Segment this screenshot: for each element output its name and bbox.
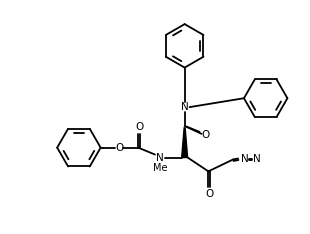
Text: O: O (115, 143, 124, 153)
Text: N: N (181, 102, 188, 112)
Polygon shape (182, 128, 188, 157)
Text: N: N (241, 154, 249, 164)
Text: N: N (253, 154, 261, 164)
Text: O: O (205, 189, 214, 199)
Text: Me: Me (153, 163, 167, 173)
Text: O: O (135, 122, 143, 132)
Text: O: O (201, 130, 210, 140)
Text: N: N (156, 153, 164, 163)
